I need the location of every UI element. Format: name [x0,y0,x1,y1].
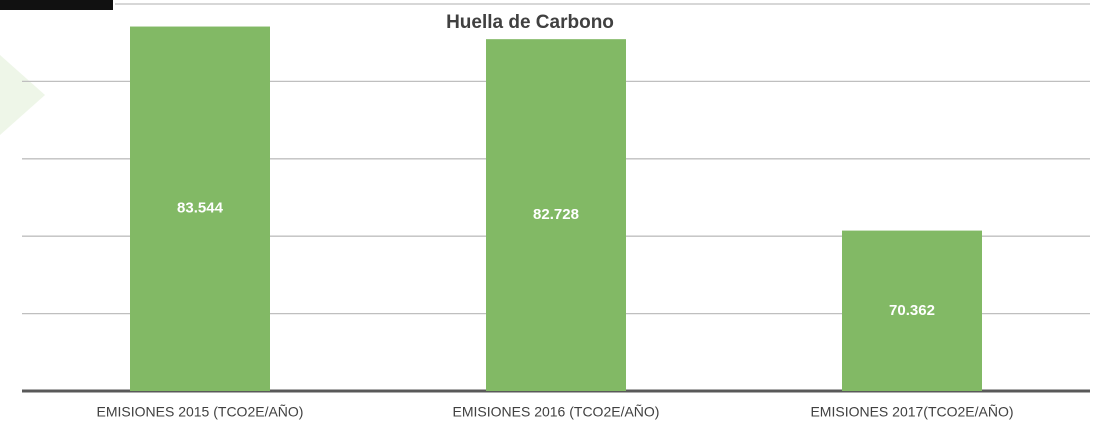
x-tick-label: EMISIONES 2016 (TCO2E/AÑO) [453,404,660,420]
chart-title: Huella de Carbono [446,12,614,33]
decoration [0,55,45,135]
bar [842,230,982,391]
x-tick-label: EMISIONES 2015 (TCO2E/AÑO) [97,404,304,420]
header-bar [0,0,113,10]
bar [486,39,626,391]
bar [130,26,270,391]
x-tick-label: EMISIONES 2017(TCO2E/AÑO) [810,404,1013,420]
data-label: 83.544 [177,200,224,217]
data-label: 70.362 [889,302,935,319]
data-label: 82.728 [533,206,579,223]
